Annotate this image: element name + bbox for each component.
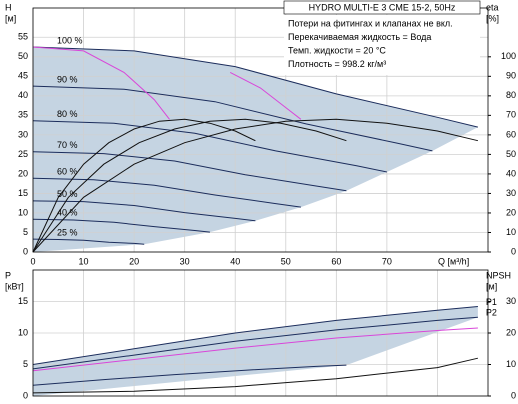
- y-axis-label: [м]: [5, 13, 16, 23]
- y2-tick-label: 50: [506, 149, 516, 159]
- curve: [32, 118, 347, 253]
- x-tick-label: 60: [331, 256, 341, 266]
- y2-axis-label: eta: [486, 2, 499, 12]
- curve: [32, 46, 170, 120]
- y-tick-label: 20: [18, 168, 28, 178]
- y-tick-label: 5: [23, 359, 28, 369]
- curve-label: 50 %: [57, 189, 78, 199]
- plot-frame: [32, 7, 489, 253]
- x-tick-label: 70: [382, 256, 392, 266]
- curve: [32, 118, 479, 253]
- curve: [32, 120, 388, 173]
- operating-range: [33, 306, 478, 396]
- y2-tick-label: 60: [506, 129, 516, 139]
- curve-label: 90 %: [57, 74, 78, 84]
- curve-label: 80 %: [57, 109, 78, 119]
- curve: [32, 200, 256, 222]
- y2-tick-label: 20: [506, 327, 516, 337]
- plot-frame: [32, 269, 489, 397]
- y2-tick-label: 20: [506, 207, 516, 217]
- y-tick-label: 30: [18, 129, 28, 139]
- curve: [32, 177, 301, 208]
- y-tick-label: 10: [18, 207, 28, 217]
- curve: [32, 151, 347, 192]
- y-tick-label: 15: [18, 296, 28, 306]
- annotation: Потери на фитингах и клапанах не вкл.: [288, 18, 453, 28]
- y-tick-label: 40: [18, 90, 28, 100]
- operating-range: [33, 47, 478, 252]
- y-tick-label: 15: [18, 188, 28, 198]
- curve-label: 60 %: [57, 167, 78, 177]
- curve: [229, 71, 302, 120]
- y-tick-label: 0: [23, 246, 28, 256]
- y-axis-label: [кВт]: [5, 281, 24, 291]
- chart-title: HYDRO MULTI-E 3 CME 15-2, 50Hz: [309, 2, 456, 12]
- x-tick-label: 50: [281, 256, 291, 266]
- y-tick-label: 0: [23, 390, 28, 400]
- y2-tick-label: 70: [506, 110, 516, 120]
- x-tick-label: 0: [30, 256, 35, 266]
- note-box: [284, 15, 480, 75]
- curve-label: P2: [486, 308, 497, 318]
- curve: [32, 357, 479, 394]
- curve-label: 25 %: [57, 227, 78, 237]
- x-tick-label: 30: [180, 256, 190, 266]
- y2-tick-label: 100: [501, 51, 516, 61]
- curve-label: 70 %: [57, 140, 78, 150]
- curve: [32, 85, 433, 152]
- y2-axis-label: [%]: [486, 13, 499, 23]
- y2-axis-label: NPSH: [486, 270, 511, 280]
- annotation: Плотность = 998.2 кг/м³: [288, 59, 386, 69]
- title-box: [283, 0, 481, 15]
- curve-label: 100 %: [57, 35, 83, 45]
- y2-tick-label: 30: [506, 296, 516, 306]
- x-tick-label: 20: [129, 256, 139, 266]
- curve: [32, 364, 347, 386]
- y-tick-label: 25: [18, 149, 28, 159]
- curve: [32, 316, 478, 370]
- curve-label: P1: [486, 297, 497, 307]
- x-tick-label: 10: [79, 256, 89, 266]
- y2-tick-label: 90: [506, 71, 516, 81]
- y-axis-label: H: [5, 2, 12, 12]
- y-tick-label: 35: [18, 110, 28, 120]
- curve: [32, 46, 479, 128]
- x-axis-label: Q [м³/h]: [438, 256, 469, 266]
- x-tick-label: 40: [230, 256, 240, 266]
- y-tick-label: 5: [23, 227, 28, 237]
- curve: [32, 306, 478, 365]
- annotation: Перекачиваемая жидкость = Вода: [288, 32, 431, 42]
- annotation: Темп. жидкости = 20 °C: [288, 45, 386, 55]
- y2-tick-label: 10: [506, 227, 516, 237]
- curve: [32, 118, 256, 253]
- y-axis-label: P: [5, 270, 11, 280]
- y2-tick-label: 40: [506, 168, 516, 178]
- y2-tick-label: 0: [511, 390, 516, 400]
- y-tick-label: 45: [18, 71, 28, 81]
- y2-tick-label: 30: [506, 188, 516, 198]
- curve: [32, 238, 145, 245]
- y2-tick-label: 0: [511, 246, 516, 256]
- y2-axis-label: [м]: [486, 281, 497, 291]
- curve: [32, 218, 210, 233]
- y-tick-label: 50: [18, 51, 28, 61]
- y2-tick-label: 10: [506, 359, 516, 369]
- y-tick-label: 55: [18, 32, 28, 42]
- curve: [32, 327, 478, 372]
- curve-label: 40 %: [57, 208, 78, 218]
- y-tick-label: 10: [18, 327, 28, 337]
- y2-tick-label: 80: [506, 90, 516, 100]
